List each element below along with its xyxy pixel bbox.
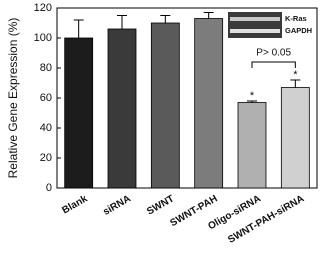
bracket-label: P> 0.05 [256,48,291,59]
y-tick-label: 40 [40,122,52,134]
y-tick-label: 100 [34,32,52,44]
y-tick-label: 20 [40,152,52,164]
gel-image [228,12,282,38]
x-tick-label: Blank [60,193,89,216]
bar [237,102,267,189]
bar [280,87,310,189]
error-bar [203,12,214,19]
error-bar [160,15,171,23]
x-tick-label: siRNA [101,193,132,218]
error-bar [117,15,127,29]
y-tick-label: 60 [40,92,52,104]
significance-mark: * [250,90,255,102]
y-tick-label: 0 [46,182,52,194]
y-tick-label: 80 [40,62,52,74]
bar [150,22,180,189]
inset-gel [228,12,282,38]
significance-mark: * [293,69,298,81]
bar [107,28,137,189]
bracket [251,61,296,68]
bar [64,37,94,189]
error-bar [73,19,84,38]
x-tick-label: SWNT [145,193,176,217]
x-tick-label: SWNT-PAH-siRNA [226,193,306,245]
error-bar [290,79,301,88]
inset-label: K-Ras [285,14,307,23]
gel-band [230,17,280,21]
inset-label: GAPDH [285,26,312,35]
bar [194,18,224,189]
y-axis-label: Relative Gene Expression (%) [6,18,20,179]
gel-band [230,29,280,33]
error-bar [247,100,257,103]
y-tick-label: 120 [34,2,52,14]
